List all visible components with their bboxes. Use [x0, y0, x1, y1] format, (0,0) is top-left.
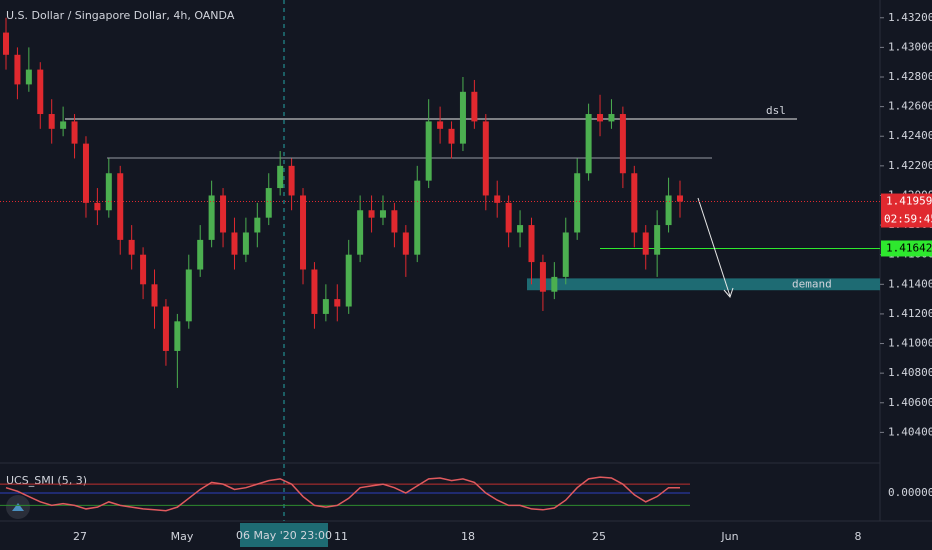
candle-body [585, 114, 592, 174]
candle-body [3, 32, 9, 55]
smi-line [5, 476, 680, 512]
y-tick-label: 1.40400 [888, 425, 932, 438]
candle-body [117, 173, 124, 240]
crosshair-time-box [240, 523, 328, 547]
y-tick-label: 1.43000 [888, 40, 932, 53]
candle-body [162, 306, 169, 351]
candle-body [528, 225, 535, 263]
indicator-title: UCS_SMI (5, 3) [6, 474, 87, 487]
candle-body [517, 225, 524, 233]
candle-body [14, 54, 21, 85]
candle-body [368, 210, 375, 218]
candle-body [494, 195, 501, 203]
candle-body [151, 284, 158, 307]
candle-body [25, 69, 32, 85]
candle-body [185, 269, 192, 322]
time-label: 11 [334, 530, 348, 543]
demand-zone [527, 278, 880, 291]
candle-body [425, 121, 432, 181]
candle-body [242, 232, 249, 255]
candle-body [254, 217, 261, 233]
candle-body [71, 121, 78, 144]
candle-body [128, 239, 135, 255]
y-tick-label: 1.41200 [888, 307, 932, 320]
candle-body [300, 195, 307, 270]
countdown: 02:59:45 [884, 213, 932, 226]
time-label: Jun [720, 530, 738, 543]
y-tick-label: 1.42800 [888, 70, 932, 83]
candle-body [459, 91, 466, 144]
candle-body [220, 195, 227, 233]
candle-body [471, 91, 478, 122]
candle-body [345, 254, 352, 307]
candle-body [631, 173, 638, 233]
arrow-head [723, 287, 734, 298]
indicator-icon [12, 503, 24, 511]
candle-body [608, 114, 615, 122]
candle-body [311, 269, 318, 314]
demand-label: demand [792, 277, 832, 290]
candle-body [551, 276, 558, 292]
candle-body [597, 114, 604, 122]
candle-body [379, 210, 386, 218]
candle-body [94, 202, 101, 211]
y-tick-label: 1.42400 [888, 129, 932, 142]
time-label: May [171, 530, 194, 543]
candle-body [208, 195, 215, 240]
level-label-box [881, 240, 932, 257]
candle-body [448, 128, 455, 144]
candle-body [654, 225, 661, 255]
time-label: 25 [592, 530, 606, 543]
last-price-label: 1.41959 [886, 195, 932, 208]
candle-body [231, 232, 238, 255]
candle-body [265, 188, 272, 218]
candle-body [48, 114, 55, 129]
candle-body [277, 165, 284, 189]
level-label: 1.41642 [886, 241, 932, 254]
candle-body [574, 173, 581, 233]
symbol-title: U.S. Dollar / Singapore Dollar, 4h, OAND… [6, 9, 235, 22]
candle-body [665, 195, 672, 226]
projection-arrow [697, 197, 731, 297]
candle-body [539, 262, 546, 292]
candle-body [60, 121, 67, 129]
y-tick-label: 1.42600 [888, 100, 932, 113]
y-tick-label: 1.42200 [888, 159, 932, 172]
candle-body [37, 69, 44, 115]
candle-body [391, 210, 398, 233]
dsl-label: dsl [766, 104, 786, 117]
candle-body [677, 195, 683, 202]
y-tick-label: 1.40600 [888, 396, 932, 409]
candle-body [357, 210, 364, 255]
indicator-tick-label: 0.00000 [888, 486, 932, 499]
candle-body [414, 180, 421, 255]
candle-body [288, 165, 295, 196]
candle-body [619, 114, 626, 174]
candle-body [82, 143, 89, 203]
crosshair-time: 06 May '20 23:00 [236, 529, 332, 542]
candle-body [197, 239, 204, 270]
candle-body [140, 254, 147, 285]
candle-body [402, 232, 409, 255]
candle-body [505, 202, 512, 233]
candle-body [334, 299, 341, 307]
y-tick-label: 1.41000 [888, 337, 932, 350]
candle-body [562, 232, 569, 277]
time-label: 8 [855, 530, 862, 543]
time-label: 27 [73, 530, 87, 543]
candle-body [642, 232, 649, 255]
candle-body [105, 173, 112, 211]
time-label: 18 [461, 530, 475, 543]
y-tick-label: 1.43200 [888, 11, 932, 24]
candle-body [322, 299, 329, 314]
candle-body [437, 121, 444, 129]
candle-body [482, 121, 489, 196]
y-tick-label: 1.40800 [888, 366, 932, 379]
candle-body [174, 321, 181, 351]
last-price-box [881, 193, 932, 228]
y-tick-label: 1.41400 [888, 277, 932, 290]
